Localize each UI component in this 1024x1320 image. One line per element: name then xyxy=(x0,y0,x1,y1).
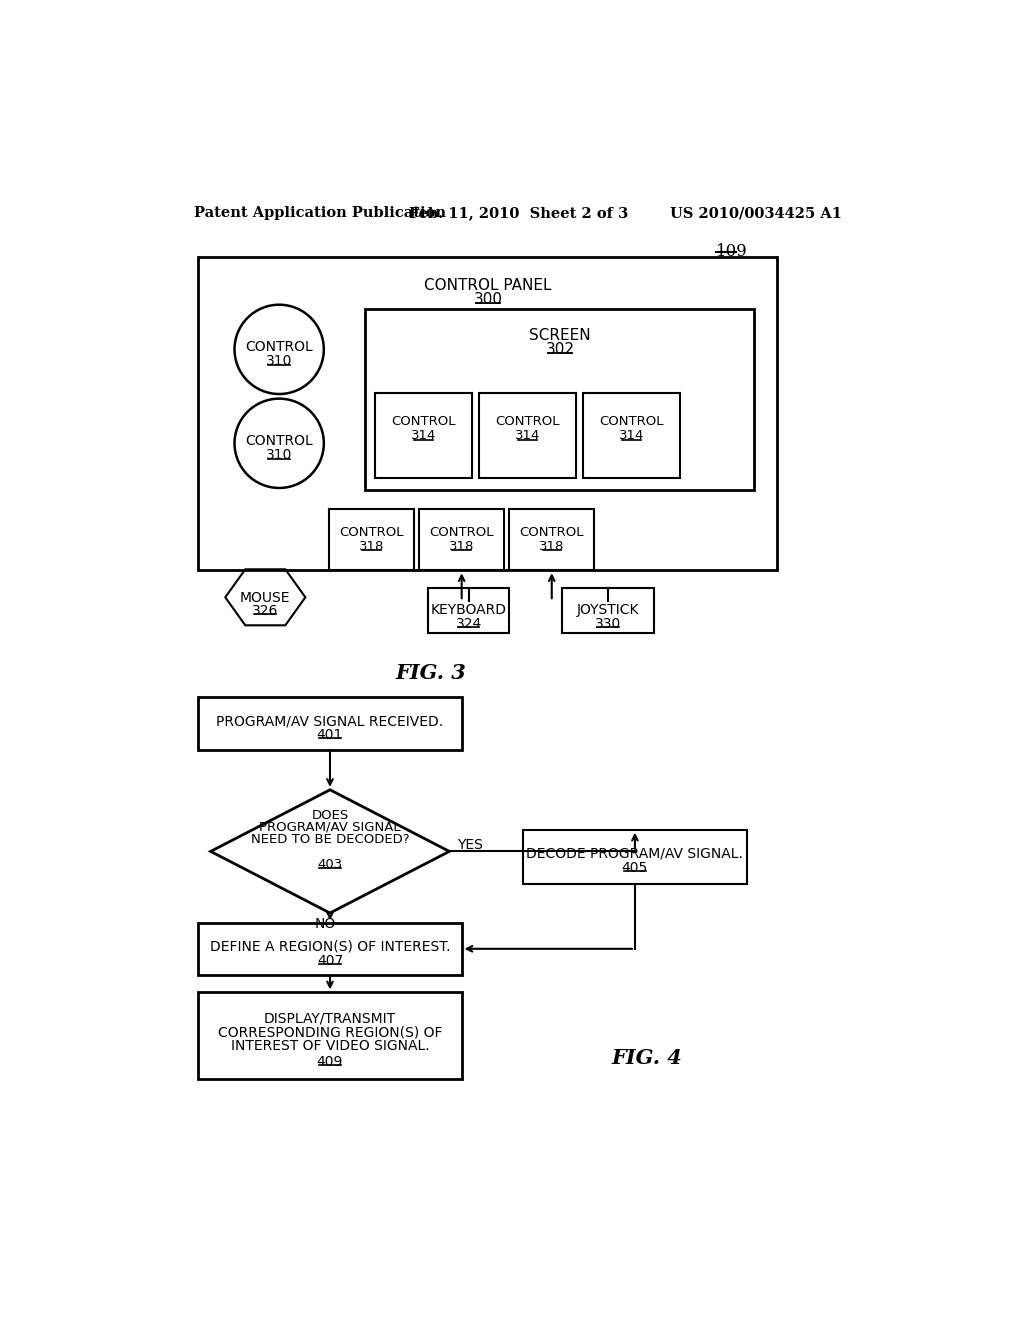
Text: CONTROL: CONTROL xyxy=(246,341,313,354)
Text: 407: 407 xyxy=(316,954,343,968)
Text: 310: 310 xyxy=(266,354,293,368)
FancyBboxPatch shape xyxy=(199,697,462,750)
Text: 318: 318 xyxy=(358,540,384,553)
Text: 405: 405 xyxy=(622,861,648,875)
Text: CONTROL: CONTROL xyxy=(599,414,664,428)
FancyBboxPatch shape xyxy=(376,393,472,478)
FancyBboxPatch shape xyxy=(199,993,462,1078)
Text: NO: NO xyxy=(314,917,336,931)
Text: Feb. 11, 2010  Sheet 2 of 3: Feb. 11, 2010 Sheet 2 of 3 xyxy=(410,206,629,220)
Text: JOYSTICK: JOYSTICK xyxy=(577,603,639,618)
Text: 314: 314 xyxy=(515,429,541,442)
Text: CONTROL: CONTROL xyxy=(496,414,560,428)
FancyBboxPatch shape xyxy=(419,508,504,570)
Text: 314: 314 xyxy=(411,429,436,442)
FancyBboxPatch shape xyxy=(199,257,777,570)
Text: 109: 109 xyxy=(716,243,748,260)
Text: DISPLAY/TRANSMIT: DISPLAY/TRANSMIT xyxy=(264,1011,396,1026)
Text: NEED TO BE DECODED?: NEED TO BE DECODED? xyxy=(251,833,410,846)
FancyBboxPatch shape xyxy=(330,508,414,570)
Text: DEFINE A REGION(S) OF INTEREST.: DEFINE A REGION(S) OF INTEREST. xyxy=(210,940,451,954)
Text: US 2010/0034425 A1: US 2010/0034425 A1 xyxy=(670,206,842,220)
Text: 302: 302 xyxy=(546,342,574,358)
Text: 318: 318 xyxy=(449,540,474,553)
Text: PROGRAM/AV SIGNAL: PROGRAM/AV SIGNAL xyxy=(259,821,400,834)
Text: 324: 324 xyxy=(456,618,481,631)
Text: YES: YES xyxy=(457,838,483,851)
Text: 401: 401 xyxy=(316,729,343,742)
Text: 409: 409 xyxy=(316,1056,343,1069)
Text: 326: 326 xyxy=(252,605,279,618)
Text: DOES: DOES xyxy=(311,809,348,822)
Text: Patent Application Publication: Patent Application Publication xyxy=(194,206,445,220)
Text: FIG. 4: FIG. 4 xyxy=(611,1048,682,1068)
Text: 310: 310 xyxy=(266,447,293,462)
Text: SCREEN: SCREEN xyxy=(529,327,591,343)
Text: KEYBOARD: KEYBOARD xyxy=(430,603,507,618)
Text: CONTROL: CONTROL xyxy=(429,525,494,539)
FancyBboxPatch shape xyxy=(428,589,509,632)
FancyBboxPatch shape xyxy=(509,508,594,570)
Text: CONTROL PANEL: CONTROL PANEL xyxy=(424,277,552,293)
Text: CORRESPONDING REGION(S) OF: CORRESPONDING REGION(S) OF xyxy=(218,1026,442,1039)
Text: 403: 403 xyxy=(317,858,343,871)
FancyBboxPatch shape xyxy=(562,589,654,632)
Text: FIG. 3: FIG. 3 xyxy=(395,663,466,682)
Text: 330: 330 xyxy=(595,618,622,631)
Text: INTEREST OF VIDEO SIGNAL.: INTEREST OF VIDEO SIGNAL. xyxy=(230,1039,429,1053)
FancyBboxPatch shape xyxy=(479,393,575,478)
Text: PROGRAM/AV SIGNAL RECEIVED.: PROGRAM/AV SIGNAL RECEIVED. xyxy=(216,714,443,729)
FancyBboxPatch shape xyxy=(199,923,462,974)
FancyBboxPatch shape xyxy=(523,830,746,884)
Text: CONTROL: CONTROL xyxy=(246,434,313,447)
FancyBboxPatch shape xyxy=(584,393,680,478)
Text: MOUSE: MOUSE xyxy=(240,591,291,605)
FancyBboxPatch shape xyxy=(366,309,755,490)
Text: CONTROL: CONTROL xyxy=(391,414,456,428)
Text: CONTROL: CONTROL xyxy=(519,525,584,539)
Text: 318: 318 xyxy=(539,540,564,553)
Text: CONTROL: CONTROL xyxy=(339,525,403,539)
Text: DECODE PROGRAM/AV SIGNAL.: DECODE PROGRAM/AV SIGNAL. xyxy=(526,847,743,861)
Text: 314: 314 xyxy=(618,429,644,442)
Text: 300: 300 xyxy=(473,293,503,308)
